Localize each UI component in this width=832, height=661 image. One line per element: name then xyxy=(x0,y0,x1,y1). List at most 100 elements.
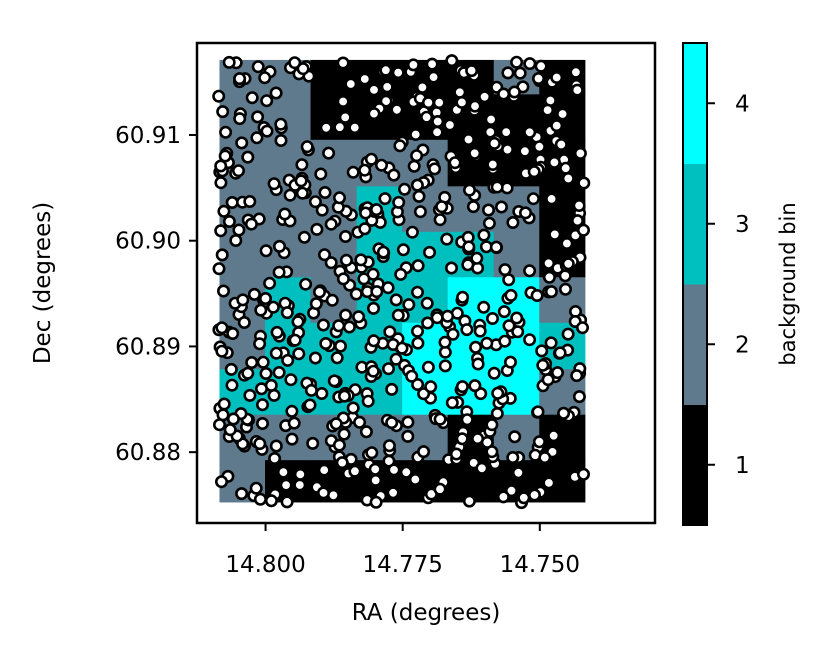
x-axis-label: RA (degrees) xyxy=(352,600,501,626)
scatter-point xyxy=(337,389,351,403)
scatter-point xyxy=(316,486,330,500)
scatter-point xyxy=(327,374,341,388)
scatter-point xyxy=(338,230,352,244)
scatter-point xyxy=(389,352,403,366)
scatter-point xyxy=(511,466,525,480)
colorbar-tick-label: 3 xyxy=(735,212,750,238)
scatter-point xyxy=(460,413,474,427)
scatter-point xyxy=(409,128,423,142)
scatter-point xyxy=(480,336,494,350)
scatter-point xyxy=(241,150,255,164)
scatter-point xyxy=(330,351,344,365)
scatter-point xyxy=(445,54,459,68)
scatter-point xyxy=(254,303,268,317)
scatter-point xyxy=(358,72,372,86)
scatter-point xyxy=(465,64,479,78)
scatter-point xyxy=(359,206,373,220)
colorbar-label: background bin xyxy=(776,202,800,365)
scatter-point xyxy=(455,432,469,446)
scatter-point xyxy=(339,253,353,267)
scatter-point xyxy=(390,103,404,117)
scatter-point xyxy=(336,272,350,286)
scatter-point xyxy=(215,321,229,335)
scatter-point xyxy=(556,107,570,121)
scatter-point xyxy=(358,222,372,236)
scatter-point xyxy=(293,478,307,492)
scatter-point xyxy=(274,117,288,131)
y-tick-label: 60.89 xyxy=(115,334,181,360)
scatter-point xyxy=(296,62,310,76)
scatter-point xyxy=(575,321,589,335)
scatter-point xyxy=(498,263,512,277)
scatter-point xyxy=(444,261,458,275)
scatter-point xyxy=(435,200,449,214)
scatter-point xyxy=(383,325,397,339)
scatter-point xyxy=(243,388,257,402)
scatter-point xyxy=(378,192,392,206)
scatter-point xyxy=(477,228,491,242)
scatter-point xyxy=(386,486,400,500)
scatter-point xyxy=(445,396,459,410)
scatter-point xyxy=(471,432,485,446)
scatter-point xyxy=(318,186,332,200)
scatter-point xyxy=(219,125,233,139)
scatter-point xyxy=(572,390,586,404)
scatter-point xyxy=(518,206,532,220)
scatter-point xyxy=(332,319,346,333)
scatter-point xyxy=(523,57,537,71)
scatter-point xyxy=(222,55,236,69)
scatter-point xyxy=(532,140,546,154)
scatter-point xyxy=(405,225,419,239)
scatter-point xyxy=(535,344,549,358)
plot-frame xyxy=(195,41,657,525)
scatter-point xyxy=(215,248,229,262)
scatter-point xyxy=(471,357,485,371)
colorbar: 1 2 3 4 xyxy=(682,42,750,526)
scatter-point xyxy=(411,259,425,273)
scatter-point xyxy=(304,383,318,397)
y-tick-label: 60.88 xyxy=(115,440,181,466)
scatter-point xyxy=(455,95,469,109)
scatter-point xyxy=(349,287,363,301)
scatter-point xyxy=(550,366,564,380)
scatter-point xyxy=(513,66,527,80)
scatter-point xyxy=(417,445,431,459)
scatter-point xyxy=(448,156,462,170)
scatter-point xyxy=(324,217,338,231)
scatter-point xyxy=(272,239,286,253)
scatter-point xyxy=(369,473,383,487)
scatter-point xyxy=(397,182,411,196)
scatter-point xyxy=(309,297,323,311)
scatter-point xyxy=(224,362,238,376)
scatter-point xyxy=(361,394,375,408)
scatter-point xyxy=(532,435,546,449)
scatter-point xyxy=(475,461,489,475)
scatter-point xyxy=(473,324,487,338)
scatter-point xyxy=(226,412,240,426)
scatter-point xyxy=(497,305,511,319)
scatter-point xyxy=(523,333,537,347)
scatter-point xyxy=(497,87,511,101)
scatter-point xyxy=(421,96,435,110)
scatter-point xyxy=(225,196,239,210)
scatter-point xyxy=(314,167,328,181)
scatter-point xyxy=(291,315,305,329)
scatter-point xyxy=(284,373,298,387)
scatter-point xyxy=(256,355,270,369)
y-tick-label: 60.91 xyxy=(115,123,181,149)
scatter-point xyxy=(243,195,257,209)
scatter-point xyxy=(494,200,508,214)
scatter-point xyxy=(214,176,228,190)
scatter-point xyxy=(288,56,302,70)
scatter-point xyxy=(577,176,591,190)
scatter-point xyxy=(422,245,436,259)
scatter-point xyxy=(329,417,343,431)
scatter-point xyxy=(297,230,311,244)
scatter-point xyxy=(276,465,290,479)
scatter-point xyxy=(312,285,326,299)
scatter-point xyxy=(468,379,482,393)
scatter-point xyxy=(411,377,425,391)
scatter-point xyxy=(217,284,231,298)
scatter-point xyxy=(503,355,517,369)
